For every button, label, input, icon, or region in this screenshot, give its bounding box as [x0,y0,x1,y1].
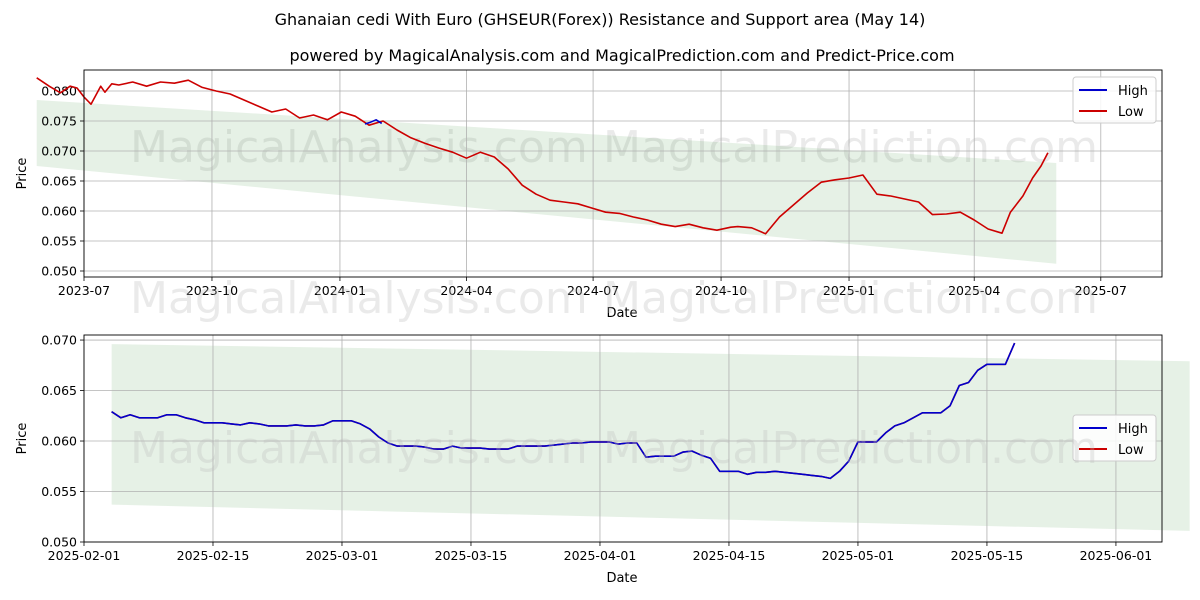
bottom-chart-panel: 0.050 0.055 0.060 0.065 0.070 2025-02-01 2025-… [15,333,1190,586]
y-tick-label: 0.075 [41,114,77,129]
legend-label-low: Low [1118,443,1144,458]
x-tick-label: 2025-05-15 [951,548,1024,563]
y-tick-label: 0.050 [41,264,77,279]
watermark-top: MagicalAnalysis.com MagicalPrediction.co… [130,122,1098,173]
x-tick-label: 2025-04 [948,283,1000,298]
x-tick-label: 2025-03-15 [435,548,508,563]
x-tick-label: 2025-04-01 [564,548,637,563]
legend-label-high: High [1118,422,1148,437]
series-low-line [36,77,1049,235]
x-tick-label: 2024-01 [314,283,366,298]
y-tick-label: 0.065 [41,383,77,398]
y-tick-label: 0.065 [41,174,77,189]
x-tick-label: 2025-03-01 [306,548,379,563]
y-tick-label: 0.080 [41,84,77,99]
x-tick-label: 2024-10 [695,283,747,298]
x-tick-label: 2023-10 [186,283,238,298]
x-tick-label: 2024-07 [567,283,619,298]
x-tick-label: 2024-04 [440,283,492,298]
y-axis-label: Price [15,158,30,190]
y-tick-label: 0.060 [41,434,77,449]
plot-frame [83,334,1163,543]
series-high-line [111,342,1016,480]
x-tick-label: 2025-01 [823,283,875,298]
watermark-middle: MagicalAnalysis.com MagicalPrediction.co… [130,273,1098,324]
watermark-prediction: MagicalPrediction.com [603,273,1098,324]
x-tick-label: 2025-02-01 [48,548,121,563]
y-axis-label: Price [15,423,30,455]
support-resistance-band [36,100,1057,264]
y-tick-label: 0.055 [41,484,77,499]
x-axis-label: Date [606,306,637,321]
watermark-analysis: MagicalAnalysis.com [130,423,588,474]
x-tick-label: 2025-07 [1075,283,1127,298]
legend-label-high: High [1118,84,1148,99]
legend-label-low: Low [1118,105,1144,120]
x-tick-label: 2025-06-01 [1080,548,1153,563]
y-tick-label: 0.070 [41,333,77,348]
watermark-prediction: MagicalPrediction.com [603,423,1098,474]
plot-frame [83,69,1163,278]
chart-subtitle: powered by MagicalAnalysis.com and Magic… [289,46,954,65]
watermark-prediction: MagicalPrediction.com [603,122,1098,173]
watermark-bottom: MagicalAnalysis.com MagicalPrediction.co… [130,423,1098,474]
y-tick-label: 0.050 [41,535,77,550]
y-tick-label: 0.070 [41,144,77,159]
x-tick-label: 2023-07 [58,283,110,298]
y-tick-label: 0.060 [41,204,77,219]
watermark-analysis: MagicalAnalysis.com [130,122,588,173]
series-high-line [364,119,383,125]
top-chart-panel: 0.050 0.055 0.060 0.065 0.070 0.075 0.080 2023-… [15,69,1163,321]
x-tick-label: 2025-02-15 [177,548,250,563]
x-tick-label: 2025-04-15 [693,548,766,563]
x-tick-label: 2025-05-01 [822,548,895,563]
chart-title: Ghanaian cedi With Euro (GHSEUR(Forex)) … [275,10,926,29]
y-tick-label: 0.055 [41,234,77,249]
watermark-analysis: MagicalAnalysis.com [130,273,588,324]
x-axis-label: Date [606,571,637,586]
